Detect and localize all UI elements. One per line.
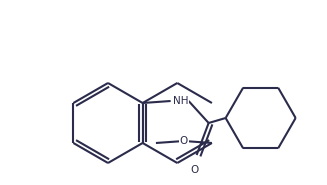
Text: O: O [180, 136, 188, 146]
Text: O: O [191, 165, 199, 175]
Text: NH: NH [173, 96, 188, 106]
